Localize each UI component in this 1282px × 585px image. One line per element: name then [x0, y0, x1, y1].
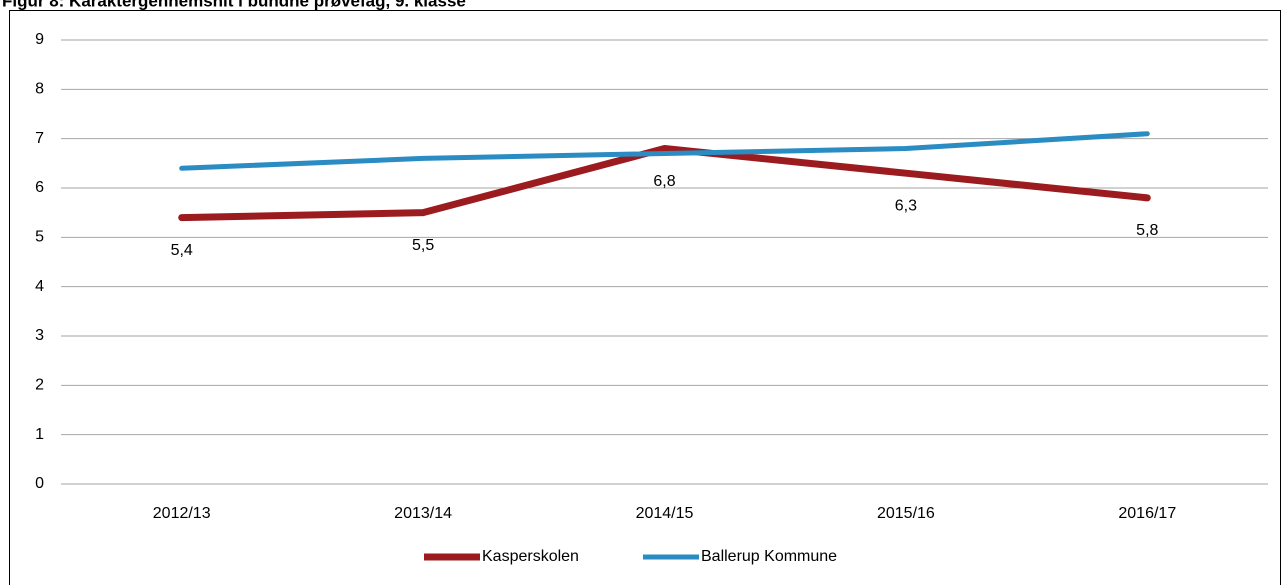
- chart-frame: [9, 10, 1281, 585]
- y-tick-label: 4: [35, 278, 44, 295]
- data-label: 6,3: [895, 197, 917, 214]
- chart-title: Figur 8: Karaktergennemsnit i bundne prø…: [2, 0, 466, 10]
- series-line: [178, 145, 1151, 222]
- legend-label: Kasperskolen: [482, 548, 579, 565]
- data-label: 6,8: [653, 173, 675, 190]
- y-tick-label: 5: [35, 229, 44, 246]
- x-tick-label: 2013/14: [394, 505, 452, 522]
- y-tick-label: 8: [35, 81, 44, 98]
- x-tick-label: 2014/15: [636, 505, 694, 522]
- legend-label: Ballerup Kommune: [701, 548, 837, 565]
- series-line: [179, 131, 1150, 171]
- x-tick-label: 2015/16: [877, 505, 935, 522]
- y-tick-label: 7: [35, 130, 44, 147]
- data-label: 5,4: [171, 242, 193, 259]
- y-tick-label: 3: [35, 327, 44, 344]
- y-tick-label: 2: [35, 377, 44, 394]
- y-tick-label: 0: [35, 475, 44, 492]
- y-tick-label: 9: [35, 31, 44, 48]
- data-label: 5,5: [412, 237, 434, 254]
- y-tick-label: 1: [35, 426, 44, 443]
- x-tick-label: 2016/17: [1118, 505, 1176, 522]
- y-tick-label: 6: [35, 179, 44, 196]
- data-label: 5,8: [1136, 222, 1158, 239]
- x-tick-label: 2012/13: [153, 505, 211, 522]
